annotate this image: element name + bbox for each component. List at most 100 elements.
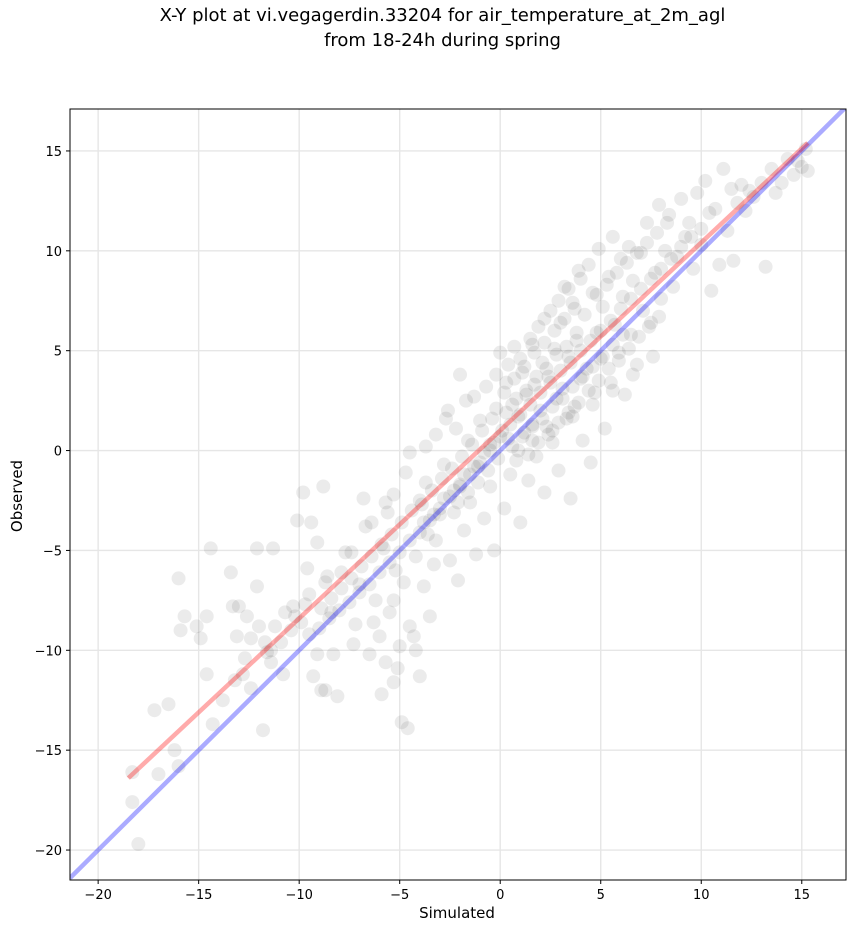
data-point	[531, 319, 546, 334]
data-point	[223, 565, 238, 580]
data-point	[235, 667, 250, 682]
data-point	[702, 205, 717, 220]
data-point	[378, 495, 393, 510]
data-point	[453, 367, 468, 382]
chart-title-line-1: X-Y plot at vi.vegagerdin.33204 for air_…	[159, 5, 726, 26]
data-point	[418, 475, 433, 490]
data-point	[539, 361, 554, 376]
data-point	[358, 519, 373, 534]
data-point	[621, 341, 636, 356]
data-point	[541, 369, 556, 384]
data-point	[376, 541, 391, 556]
data-point	[569, 333, 584, 348]
data-point	[284, 623, 299, 638]
data-point	[310, 647, 325, 662]
data-point	[171, 571, 186, 586]
data-point	[432, 507, 447, 522]
data-point	[603, 375, 618, 390]
data-point	[525, 417, 540, 432]
data-point	[557, 279, 572, 294]
data-point	[555, 381, 570, 396]
data-point	[483, 479, 498, 494]
data-point	[658, 243, 673, 258]
data-point	[310, 535, 325, 550]
data-point	[497, 385, 512, 400]
data-point	[533, 385, 548, 400]
data-point	[505, 397, 520, 412]
data-point	[716, 161, 731, 176]
data-point	[507, 339, 522, 354]
data-point	[648, 265, 663, 280]
y-tick-label: 10	[45, 245, 62, 260]
data-point	[286, 599, 301, 614]
data-point	[543, 303, 558, 318]
data-point	[605, 383, 620, 398]
data-point	[551, 463, 566, 478]
data-point	[551, 293, 566, 308]
data-point	[306, 669, 321, 684]
data-point	[300, 561, 315, 576]
data-point	[613, 251, 628, 266]
data-point	[563, 491, 578, 506]
data-point	[173, 623, 188, 638]
data-point	[487, 543, 502, 558]
data-point	[567, 399, 582, 414]
data-point	[625, 273, 640, 288]
y-tick-label: −15	[35, 744, 62, 759]
data-point	[545, 423, 560, 438]
data-point	[493, 429, 508, 444]
data-point	[565, 409, 580, 424]
data-point	[591, 241, 606, 256]
data-point	[577, 307, 592, 322]
data-point	[414, 497, 429, 512]
data-point	[404, 503, 419, 518]
data-point	[694, 237, 709, 252]
data-point	[392, 545, 407, 560]
data-point	[312, 621, 327, 636]
data-point	[243, 681, 258, 696]
data-point	[499, 375, 514, 390]
data-point	[416, 579, 431, 594]
data-point	[451, 495, 465, 510]
data-point	[258, 635, 273, 650]
data-point	[754, 175, 769, 190]
data-point	[199, 667, 214, 682]
data-point	[523, 331, 538, 346]
data-point	[448, 421, 463, 436]
data-point	[483, 437, 498, 452]
data-point	[571, 395, 586, 410]
data-point	[354, 559, 369, 574]
data-point	[523, 397, 538, 412]
data-point	[318, 683, 333, 698]
data-point	[406, 629, 421, 644]
data-point	[398, 465, 413, 480]
data-point	[529, 449, 544, 464]
data-point	[573, 271, 588, 286]
data-point	[378, 655, 393, 670]
data-point	[662, 207, 677, 222]
data-point	[442, 489, 457, 504]
data-point	[455, 449, 470, 464]
y-tick-label: 5	[54, 345, 62, 360]
data-point	[553, 363, 568, 378]
data-point	[499, 405, 514, 420]
data-point	[326, 647, 341, 662]
data-point	[332, 603, 347, 618]
data-point	[473, 455, 488, 470]
data-point	[457, 523, 472, 538]
data-point	[517, 425, 532, 440]
data-point	[507, 371, 522, 386]
data-point	[569, 325, 584, 340]
data-point	[650, 225, 665, 240]
data-point	[485, 411, 500, 426]
data-point	[780, 151, 795, 166]
data-point	[489, 367, 504, 382]
data-point	[314, 683, 329, 698]
data-point	[527, 377, 542, 392]
data-point	[352, 577, 367, 592]
data-point	[654, 261, 669, 276]
data-point	[324, 605, 339, 620]
data-point	[171, 759, 186, 774]
data-point	[473, 413, 488, 428]
data-point	[475, 423, 490, 438]
